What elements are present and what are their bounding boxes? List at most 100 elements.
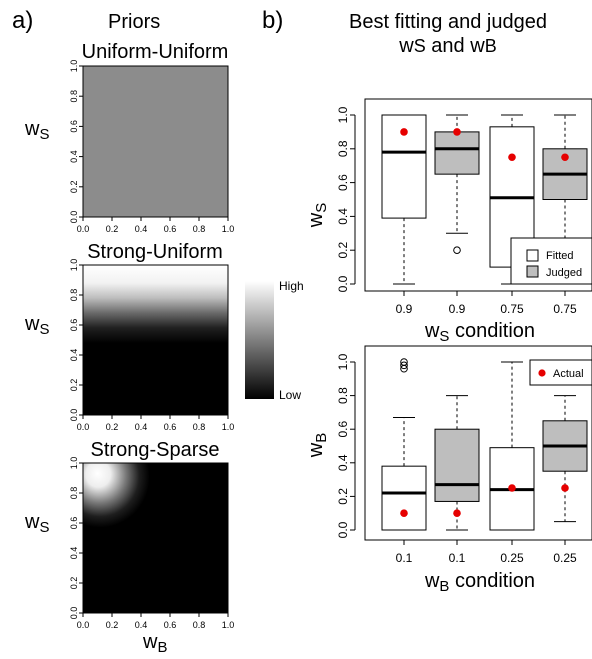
legend-judged-label: Judged xyxy=(546,267,582,279)
y-tick-label: 1.0 xyxy=(336,106,350,123)
x-tick-label: 0.6 xyxy=(164,620,177,630)
y-tick-label: 0.8 xyxy=(69,289,79,302)
x-tick-label: 0.25 xyxy=(553,551,577,565)
boxplot-ylabel: wB xyxy=(305,433,330,458)
y-tick-label: 0.2 xyxy=(69,379,79,392)
legend-judged-swatch xyxy=(526,265,539,278)
colorbar-high-label: High xyxy=(279,279,304,293)
colorbar: High Low xyxy=(245,279,304,402)
heatmap-uniform-uniform: Uniform-Uniform 0.0 0.2 0.4 0.6 0.8 1.0 0.0 0.2… xyxy=(24,41,234,234)
x-tick-label: 0.6 xyxy=(164,422,177,432)
y-tick-label: 0.8 xyxy=(69,90,79,103)
legend-box xyxy=(510,237,592,285)
y-tick-label: 0.0 xyxy=(69,409,79,422)
panel-b-label: b) xyxy=(262,7,283,34)
y-tick-label: 1.0 xyxy=(336,353,350,370)
y-tick-label: 0.0 xyxy=(69,607,79,620)
x-tick-label: 0.1 xyxy=(449,551,466,565)
legend-fitted-swatch xyxy=(526,249,539,262)
y-tick-label: 0.8 xyxy=(69,487,79,500)
x-tick-label: 0.25 xyxy=(500,551,524,565)
y-tick-label: 0.4 xyxy=(336,208,350,225)
heatmap-image xyxy=(82,65,229,218)
actual-point xyxy=(561,484,569,492)
legend-actual-marker xyxy=(538,369,546,377)
x-tick-label: 1.0 xyxy=(222,422,235,432)
heatmap-title: Strong-Uniform xyxy=(87,241,223,263)
panel-b-title-line2: wS and wB xyxy=(398,35,496,57)
heatmap-title: Strong-Sparse xyxy=(91,439,220,461)
boxplot-xlabel: wS condition xyxy=(424,320,535,345)
y-tick-label: 0.4 xyxy=(336,454,350,471)
boxplot-wb: 0.0 0.2 0.4 0.6 0.8 1.0 0.1 0.1 0.25 0.25 wB wB c… xyxy=(305,345,592,595)
actual-point xyxy=(453,128,461,136)
boxplot-xlabel: wB condition xyxy=(424,570,535,595)
y-tick-label: 0.4 xyxy=(69,150,79,163)
y-tick-label: 1.0 xyxy=(69,259,79,272)
x-tick-label: 0.0 xyxy=(77,224,90,234)
panel-a-label: a) xyxy=(12,7,33,34)
y-tick-label: 0.6 xyxy=(69,120,79,133)
x-tick-label: 0.4 xyxy=(135,422,148,432)
actual-point xyxy=(400,128,408,136)
y-tick-label: 0.6 xyxy=(336,174,350,191)
x-tick-label: 0.8 xyxy=(193,224,206,234)
outlier-point xyxy=(400,361,408,370)
actual-point xyxy=(508,153,516,162)
y-tick-label: 0.6 xyxy=(69,319,79,332)
box-judged xyxy=(434,131,480,175)
y-tick-label: 0.2 xyxy=(336,242,350,259)
x-tick-label: 0.8 xyxy=(193,620,206,630)
y-tick-label: 0.0 xyxy=(336,521,350,538)
actual-point xyxy=(561,153,569,162)
colorbar-low-label: Low xyxy=(279,388,301,402)
y-tick-label: 0.2 xyxy=(69,577,79,590)
x-tick-label: 0.2 xyxy=(106,224,119,234)
x-tick-label: 0.2 xyxy=(106,620,119,630)
heatmap-ylabel: wS xyxy=(24,313,49,338)
x-tick-label: 1.0 xyxy=(222,224,235,234)
panel-a-title: Priors xyxy=(108,11,160,33)
boxplot-ylabel: wS xyxy=(305,203,330,228)
y-tick-label: 0.8 xyxy=(336,387,350,404)
actual-point xyxy=(508,484,516,492)
boxplot-ws: 0.0 0.2 0.4 0.6 0.8 1.0 0.9 0.9 0.75 0.75 wS wS c… xyxy=(305,98,592,345)
heatmap-strong-sparse: Strong-Sparse 0.0 0.2 0.4 0.6 0.8 1.0 0.0 0.2 0.… xyxy=(24,439,234,656)
actual-point xyxy=(453,509,461,517)
x-tick-label: 0.4 xyxy=(135,224,148,234)
x-tick-label: 0.1 xyxy=(396,551,413,565)
x-tick-label: 0.2 xyxy=(106,422,119,432)
y-tick-label: 0.2 xyxy=(336,488,350,505)
x-tick-label: 0.6 xyxy=(164,224,177,234)
y-tick-label: 0.0 xyxy=(69,211,79,224)
x-tick-label: 0.0 xyxy=(77,620,90,630)
x-tick-label: 0.9 xyxy=(396,302,413,316)
heatmap-ylabel: wS xyxy=(24,118,49,143)
box-fitted xyxy=(381,465,427,531)
box-judged xyxy=(434,428,480,502)
x-tick-label: 0.4 xyxy=(135,620,148,630)
outlier-point xyxy=(400,358,408,366)
heatmap-image xyxy=(82,462,229,614)
outlier-point xyxy=(453,246,461,254)
y-tick-label: 0.4 xyxy=(69,547,79,560)
legend-fitted-label: Fitted xyxy=(546,250,574,262)
colorbar-gradient xyxy=(245,281,274,399)
panel-b-title-line1: Best fitting and judged xyxy=(349,11,547,33)
y-tick-label: 1.0 xyxy=(69,457,79,470)
plot-frame xyxy=(364,98,592,292)
legend-actual-label: Actual xyxy=(553,368,584,380)
x-tick-label: 0.75 xyxy=(500,302,524,316)
y-tick-label: 0.2 xyxy=(69,181,79,194)
y-tick-label: 1.0 xyxy=(69,60,79,73)
heatmap-strong-uniform: Strong-Uniform 0.0 0.2 0.4 0.6 0.8 1.0 0.0 0.2 0… xyxy=(24,241,234,432)
y-tick-label: 0.6 xyxy=(69,517,79,530)
legend-fitted-judged: Fitted Judged xyxy=(510,237,592,285)
y-tick-label: 0.8 xyxy=(336,140,350,157)
y-tick-label: 0.0 xyxy=(336,275,350,292)
heatmap-xlabel: wB xyxy=(142,631,167,656)
x-tick-label: 0.75 xyxy=(553,302,577,316)
x-tick-label: 1.0 xyxy=(222,620,235,630)
heatmap-ylabel: wS xyxy=(24,511,49,536)
